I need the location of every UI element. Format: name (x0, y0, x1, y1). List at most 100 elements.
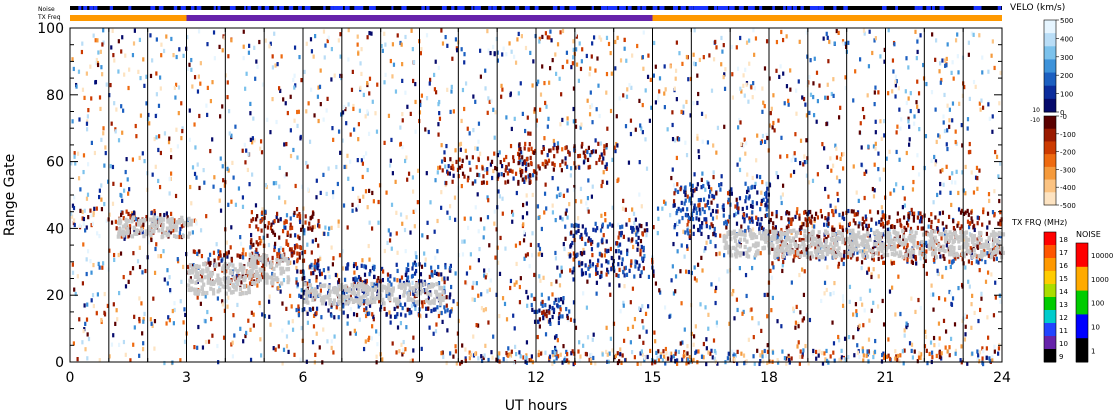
echo-cell (835, 175, 839, 180)
echo-cell (226, 166, 229, 171)
echo-band-cell (166, 215, 169, 220)
echo-band-cell (691, 216, 695, 222)
echo-band-cell (668, 351, 671, 356)
echo-band-cell (298, 293, 301, 298)
echo-cell (476, 172, 479, 177)
echo-cell (700, 111, 704, 116)
echo-cell (396, 250, 399, 255)
echo-cell (94, 61, 98, 66)
echo-cell (803, 154, 806, 159)
echo-cell (644, 88, 647, 93)
echo-cell (364, 151, 368, 156)
echo-band-cell (809, 209, 812, 215)
echo-cell (912, 179, 915, 185)
echo-cell (739, 120, 742, 125)
echo-cell (848, 299, 851, 305)
echo-band-cell (582, 150, 585, 155)
echo-band-cell (528, 173, 532, 178)
echo-cell (550, 281, 553, 287)
echo-cell (960, 344, 963, 349)
echo-band-cell (980, 257, 983, 262)
echo-band-cell (992, 257, 996, 262)
echo-cell (100, 183, 103, 188)
echo-cell (226, 304, 229, 309)
echo-cell (794, 132, 797, 137)
echo-cell (845, 44, 848, 50)
echo-band-cell (952, 225, 956, 231)
echo-band-cell (279, 217, 282, 222)
echo-cell (330, 345, 333, 351)
echo-cell (805, 173, 808, 178)
echo-cell (638, 160, 641, 165)
echo-cell (419, 51, 422, 56)
echo-band-cell (621, 224, 624, 229)
echo-cell (665, 356, 668, 361)
echo-band-cell (833, 358, 836, 363)
noise-strip-segment (459, 6, 463, 10)
echo-band-cell (441, 168, 444, 173)
echo-band-cell (584, 241, 587, 247)
echo-cell (172, 53, 175, 58)
echo-cell (524, 128, 527, 134)
echo-band-cell (825, 358, 829, 363)
echo-band-cell (573, 360, 577, 365)
echo-cell (896, 235, 899, 241)
echo-cell (113, 257, 116, 263)
echo-band-cell (760, 198, 763, 204)
echo-cell (128, 187, 131, 192)
echo-cell (154, 246, 157, 252)
echo-cell (468, 131, 471, 136)
echo-cell (498, 150, 501, 155)
echo-band-cell (827, 212, 830, 217)
echo-cell (873, 162, 876, 167)
echo-band-cell (640, 349, 643, 354)
echo-band-cell (941, 210, 945, 215)
echo-cell (322, 29, 326, 34)
echo-band-cell (895, 354, 898, 359)
echo-cell (747, 99, 750, 104)
echo-cell (776, 360, 780, 365)
echo-cell (777, 118, 780, 123)
echo-band-cell (342, 291, 345, 296)
echo-cell (433, 87, 437, 92)
echo-cell (763, 104, 766, 109)
echo-cell (715, 45, 718, 50)
echo-cell (905, 321, 908, 326)
echo-band-cell (985, 231, 989, 237)
echo-cell (122, 188, 126, 193)
echo-cell (484, 307, 488, 312)
noise-strip-segment (474, 6, 478, 10)
echo-cell (212, 184, 215, 189)
echo-cell (682, 104, 685, 109)
echo-band-cell (888, 356, 892, 362)
echo-cell (193, 344, 196, 350)
echo-cell (340, 112, 343, 117)
echo-cell (834, 205, 837, 210)
ground-scatter-cell (226, 275, 230, 280)
echo-cell (643, 253, 646, 259)
echo-band-cell (794, 214, 797, 220)
echo-band-cell (490, 159, 494, 164)
echo-cell (829, 203, 832, 208)
echo-cell (701, 171, 704, 176)
echo-band-cell (799, 230, 802, 236)
echo-cell (440, 143, 443, 148)
echo-cell (753, 255, 756, 260)
echo-cell (789, 87, 792, 92)
echo-band-cell (514, 171, 518, 176)
echo-cell (133, 28, 136, 33)
txfreq-strip-label: TX Freq (37, 14, 61, 21)
echo-cell (930, 158, 933, 163)
echo-cell (600, 213, 603, 218)
echo-cell (230, 225, 233, 230)
echo-cell (226, 95, 229, 100)
echo-cell (551, 58, 554, 63)
echo-cell (954, 139, 957, 145)
echo-cell (578, 340, 581, 345)
echo-cell (561, 360, 564, 365)
echo-cell (930, 90, 934, 95)
echo-band-cell (227, 250, 230, 255)
echo-cell (560, 168, 563, 173)
echo-cell (585, 305, 589, 310)
echo-band-cell (584, 155, 587, 160)
